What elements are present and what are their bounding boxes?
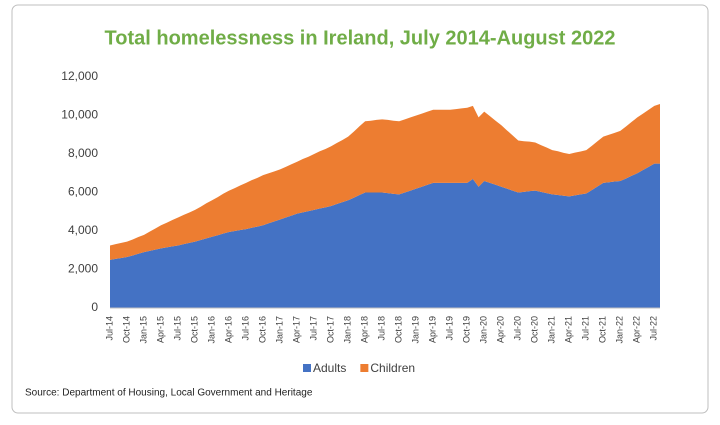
x-tick-label: Jul-14 (104, 316, 114, 341)
y-tick-label: 8,000 (68, 146, 98, 160)
x-tick-label: Apr-16 (223, 316, 233, 343)
y-tick-label: 4,000 (68, 223, 98, 237)
x-tick-label: Jul-16 (240, 316, 250, 341)
y-tick-label: 12,000 (61, 69, 98, 83)
chart-title: Total homelessness in Ireland, July 2014… (105, 27, 616, 49)
x-tick-label: Apr-17 (291, 316, 301, 343)
x-tick-label: Jan-20 (479, 316, 489, 344)
x-tick-label: Jan-16 (206, 316, 216, 344)
x-tick-label: Apr-18 (360, 316, 370, 343)
area (110, 103, 660, 260)
x-tick-label: Jan-15 (138, 316, 148, 344)
x-tick-label: Apr-22 (632, 316, 642, 343)
x-tick-label: Jul-18 (377, 316, 387, 341)
y-tick-label: 6,000 (68, 185, 98, 199)
x-tick-label: Oct-18 (394, 316, 404, 343)
y-tick-label: 0 (91, 300, 98, 314)
x-tick-label: Oct-21 (598, 316, 608, 343)
y-tick-label: 2,000 (68, 262, 98, 276)
x-tick-label: Jan-17 (274, 316, 284, 344)
x-tick-label: Oct-15 (189, 316, 199, 343)
x-tick-label: Jul-20 (513, 316, 523, 341)
x-tick-label: Jan-18 (343, 316, 353, 344)
x-tick-label: Apr-20 (496, 316, 506, 343)
legend-swatch (360, 364, 369, 372)
x-tick-label: Apr-21 (564, 316, 574, 343)
x-tick-label: Oct-16 (257, 316, 267, 343)
x-tick-label: Jul-22 (649, 316, 659, 341)
source-note: Source: Department of Housing, Local Gov… (25, 388, 313, 399)
legend-label: Adults (313, 361, 346, 375)
x-tick-label: Oct-14 (121, 316, 131, 343)
x-tick-label: Apr-19 (428, 316, 438, 343)
x-tick-label: Jul-15 (172, 316, 182, 341)
x-tick-label: Jan-21 (547, 316, 557, 344)
y-tick-label: 10,000 (61, 108, 98, 122)
area (110, 163, 660, 308)
x-tick-label: Apr-15 (155, 316, 165, 343)
x-tick-label: Jul-21 (581, 316, 591, 341)
x-tick-label: Oct-17 (326, 316, 336, 343)
x-tick-label: Jul-19 (445, 316, 455, 341)
x-tick-label: Oct-20 (530, 316, 540, 343)
x-tick-label: Jan-22 (615, 316, 625, 344)
x-tick-label: Jan-19 (411, 316, 421, 344)
x-tick-label: Oct-19 (462, 316, 472, 343)
legend-swatch (303, 364, 311, 372)
x-tick-label: Jul-17 (308, 316, 318, 341)
legend-label: Children (370, 361, 415, 375)
